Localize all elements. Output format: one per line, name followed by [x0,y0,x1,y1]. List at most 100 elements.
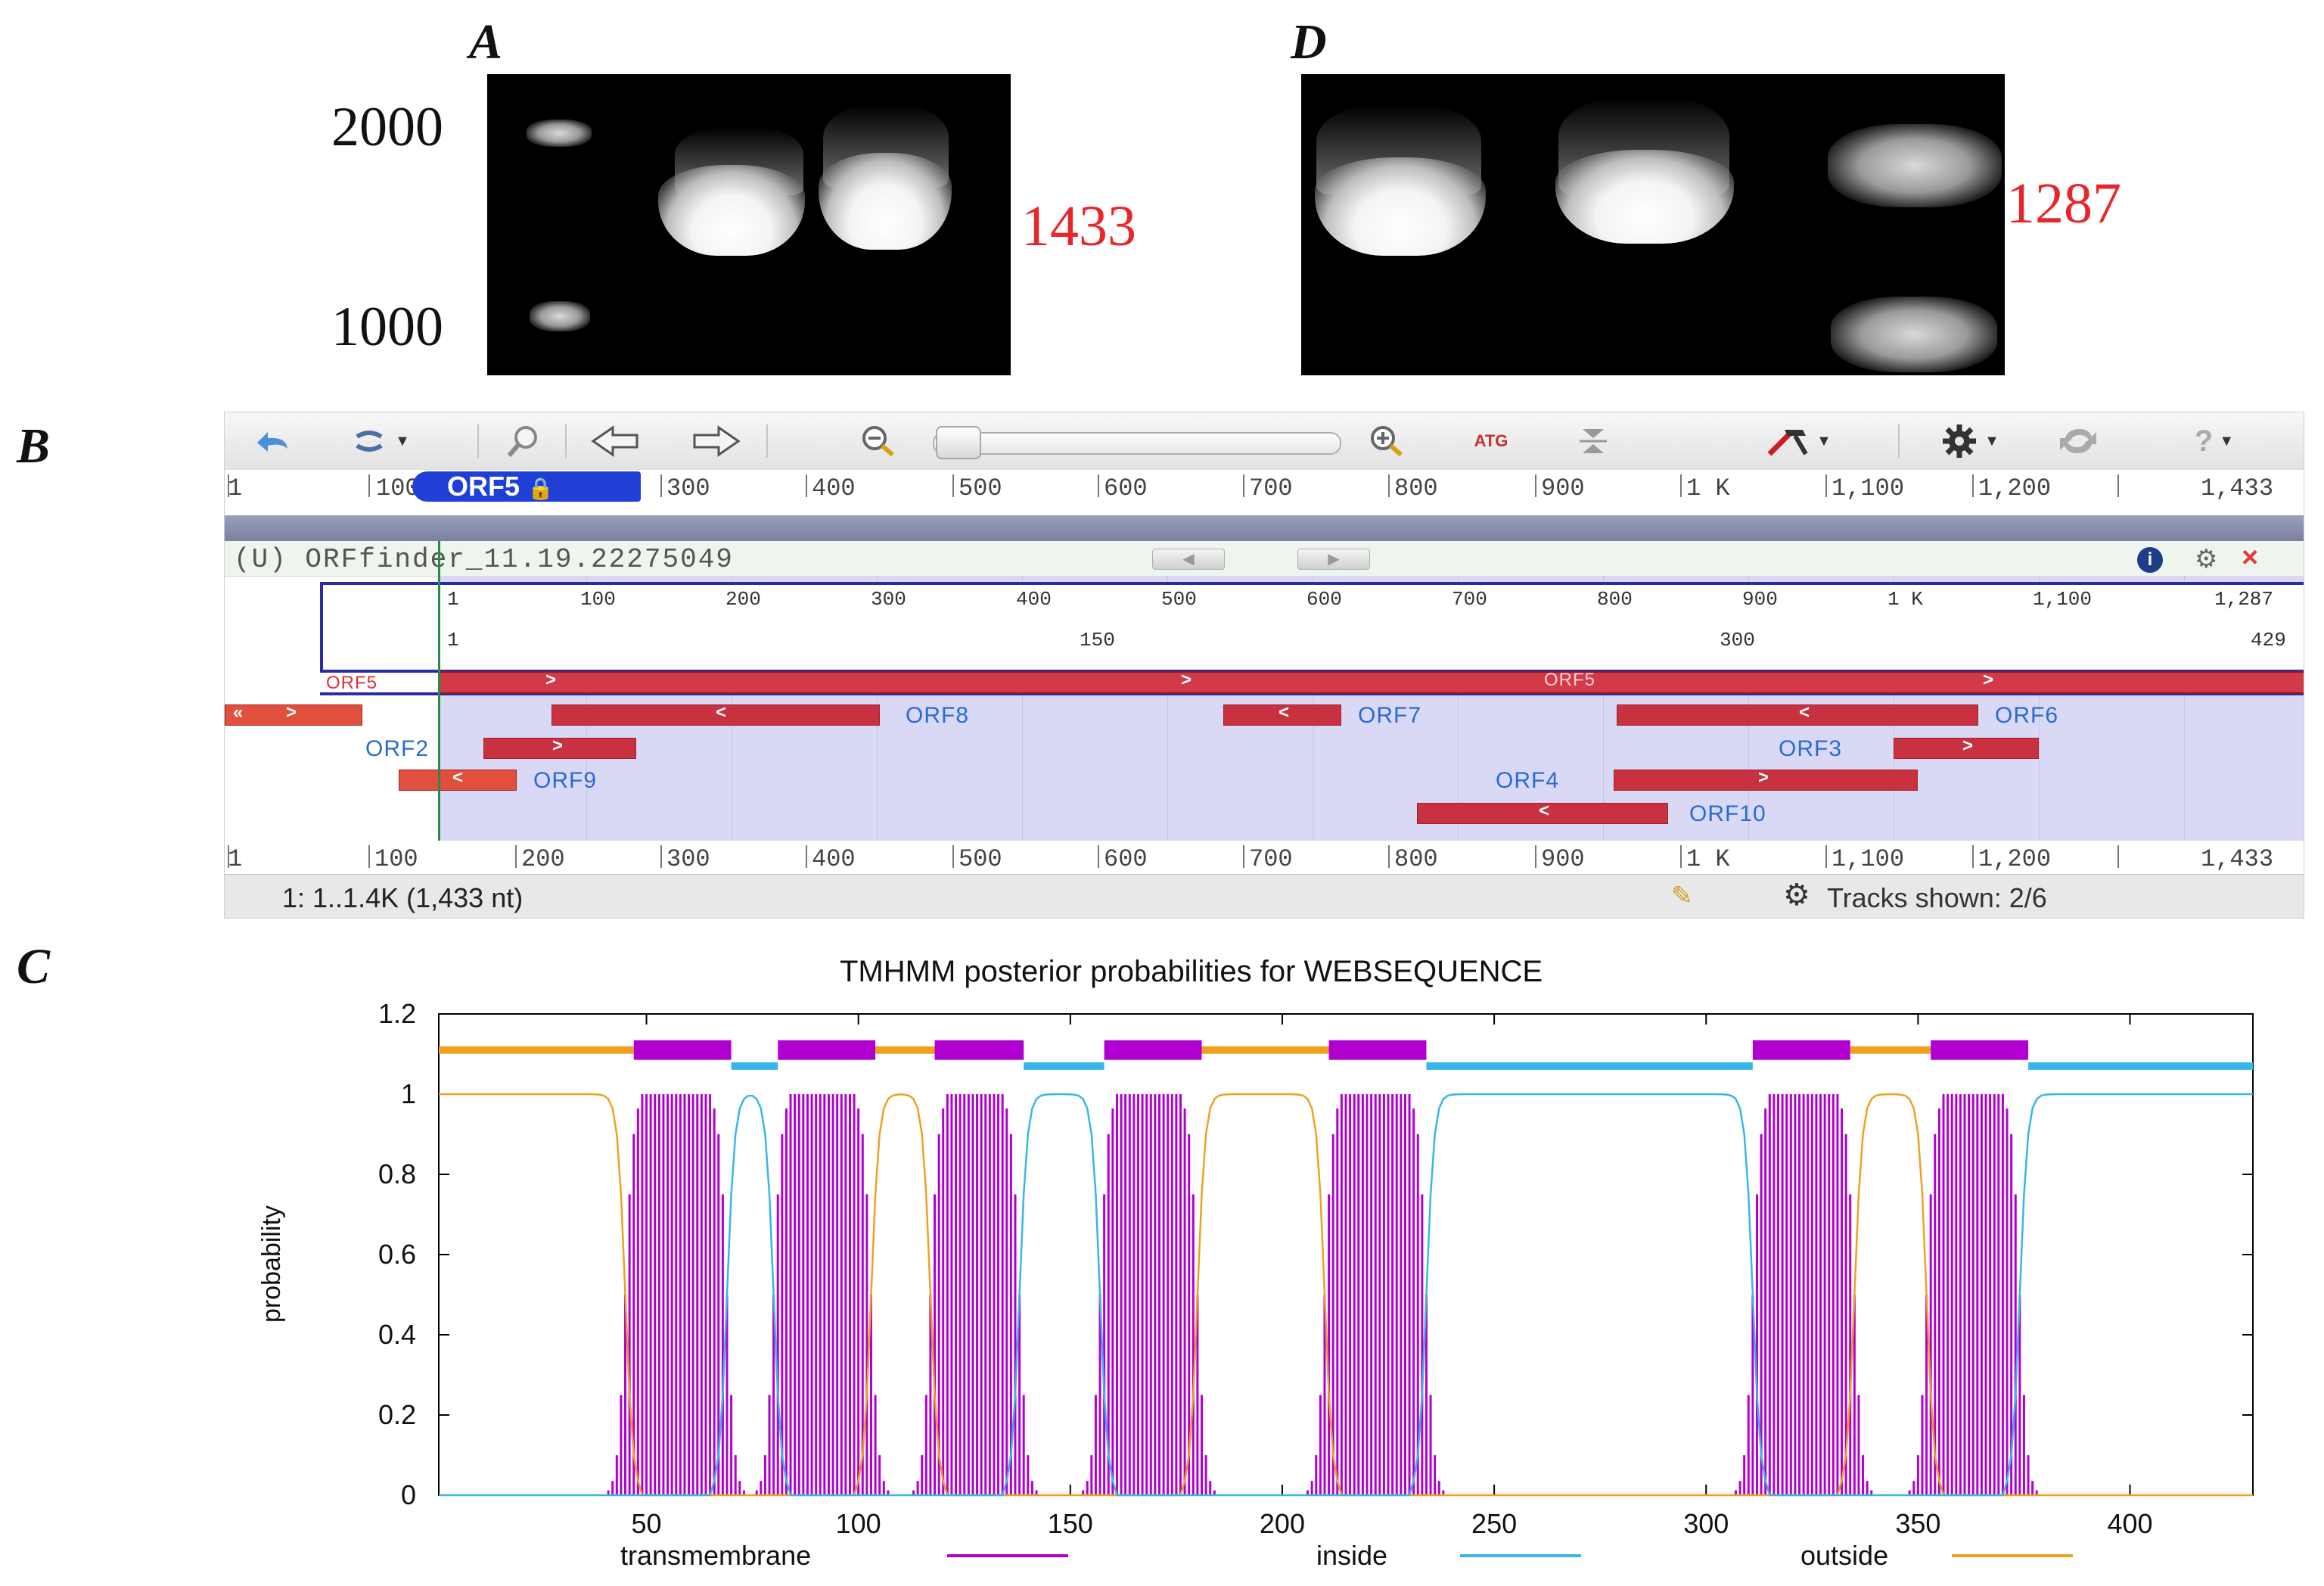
ruler-gap [225,503,2304,515]
ruler-label: 900 [1541,845,1585,873]
ruler-label: 100 [374,845,418,873]
ruler-tick [1535,474,1536,497]
zoom-out-icon[interactable] [851,423,904,459]
edit-icon[interactable]: ✎ [1671,882,1693,910]
ladder-band [530,301,590,331]
orf7-feature[interactable]: < [1223,702,1341,726]
orf9-label: ORF9 [533,768,598,793]
back-arrow-icon[interactable] [585,423,645,459]
legend-label: outside [1800,1540,1888,1571]
ruler-label: 200 [521,845,565,873]
topology-outside [439,1046,634,1054]
selection-badge[interactable]: ORF5 🔒 [412,471,641,502]
ruler-label: 400 [812,474,856,502]
ruler-tick [1535,845,1536,868]
grid-line [2039,576,2040,848]
orf5-feature[interactable]: > > > > ORF5 [438,670,2304,694]
gear-icon[interactable]: ▼ [1921,423,2019,459]
topology-transmembrane [1752,1040,1850,1060]
ruler-tick [1388,474,1390,497]
track-area: (U) ORFfinder_11.19.22275049 ◀ ▶ i ⚙ × 1… [225,541,2304,874]
search-icon[interactable] [497,423,550,459]
ruler-tick [2117,845,2119,868]
chevron-down-icon: ▼ [1984,432,1999,449]
ruler-tick [660,474,662,497]
orf5-ruler-base [320,667,2304,695]
refresh-icon[interactable] [2048,423,2108,459]
ruler-tick [368,474,370,497]
orf5-inline-label: ORF5 [1544,670,1596,690]
orf9-feature[interactable]: < [399,767,517,791]
help-icon[interactable]: ? ▼ [2169,423,2260,459]
orf6-feature[interactable]: < [1617,702,1978,726]
product-size-d: 1287 [2006,172,2121,235]
sequence-viewer: ▼ ATG ▼ ▼ [224,412,2304,919]
ruler-label: 1 K [1686,474,1730,502]
ruler-label: 1 K [1686,845,1730,873]
ruler-label: 700 [1249,845,1293,873]
ruler-label: 1,433 [2201,474,2274,502]
grid-line [2184,576,2185,848]
overview-panorama[interactable] [225,515,2304,541]
product-size-a: 1433 [1021,194,1136,258]
panel-label-b: B [17,418,51,474]
lock-icon: 🔒 [527,477,554,500]
chevron-down-icon: ▼ [2219,432,2235,449]
zoom-in-icon[interactable] [1359,423,1412,459]
orf8-feature[interactable]: < [551,702,880,726]
help-glyph: ? [2194,424,2214,458]
gel-band [1315,157,1486,256]
chevron-down-icon: ▼ [1816,432,1832,449]
gel-band [1555,150,1734,244]
inner-ruler-label: 900 [1742,588,1778,611]
y-tick-label: 0.4 [378,1319,416,1350]
link-icon[interactable]: ▼ [338,423,421,459]
tracks-shown-label[interactable]: Tracks shown: 2/6 [1827,882,2047,913]
strand-arrow-icon: > [545,670,557,690]
orf4-feature[interactable]: > [1614,767,1918,791]
info-icon[interactable]: i [2137,547,2163,573]
topology-inside [1426,1062,1753,1070]
x-tick-label: 400 [2107,1508,2152,1539]
ruler-label: 1 [228,474,243,502]
undo-icon[interactable] [246,423,299,459]
orf3-feature[interactable]: > [1894,735,2039,759]
ruler-label: 600 [1104,845,1148,873]
position-marker[interactable] [438,541,440,848]
grid-line [1167,576,1168,848]
orf8-label: ORF8 [906,703,970,728]
orf2-feature[interactable]: > [483,735,636,759]
collapse-icon[interactable] [1567,423,1620,459]
chevron-down-icon: ▼ [395,432,410,449]
strand-arrow-icon: > [552,735,564,756]
y-tick-label: 0.8 [378,1158,416,1190]
tools-icon[interactable]: ▼ [1753,423,1844,459]
status-bar: 1: 1..1.4K (1,433 nt) ✎ ⚙ Tracks shown: … [225,874,2304,918]
topology-transmembrane [1104,1040,1202,1060]
forward-arrow-icon[interactable] [686,423,747,459]
orf10-feature[interactable]: < [1417,801,1668,824]
ruler-tick [228,845,229,868]
orf-offscreen-feature[interactable]: «> [225,702,362,726]
ruler-tick [515,845,517,868]
x-tick-label: 200 [1260,1508,1305,1539]
y-tick-label: 0.2 [378,1399,416,1430]
atg-icon[interactable]: ATG [1474,431,1508,450]
x-tick-label: 50 [632,1508,662,1539]
zoom-slider[interactable] [933,432,1341,455]
inner-ruler-label: 800 [1597,588,1633,611]
chart-title: TMHMM posterior probabilities for WEBSEQ… [840,955,1543,988]
track-next-button[interactable]: ▶ [1297,549,1370,570]
ruler-label: 500 [958,474,1002,502]
close-icon[interactable]: × [2242,542,2259,574]
ruler-label: 1,100 [1832,474,1905,502]
track-settings-icon[interactable]: ⚙ [2195,545,2218,574]
track-prev-button[interactable]: ◀ [1152,549,1225,570]
toolbar-divider [1898,424,1900,458]
inner-ruler-label: 1 [447,588,459,611]
grid-line [1603,576,1604,848]
inner-ruler-label: 200 [725,588,761,611]
toolbar-divider [477,424,479,458]
tracks-gear-icon[interactable]: ⚙ [1783,879,1810,912]
zoom-slider-handle[interactable] [936,426,981,459]
